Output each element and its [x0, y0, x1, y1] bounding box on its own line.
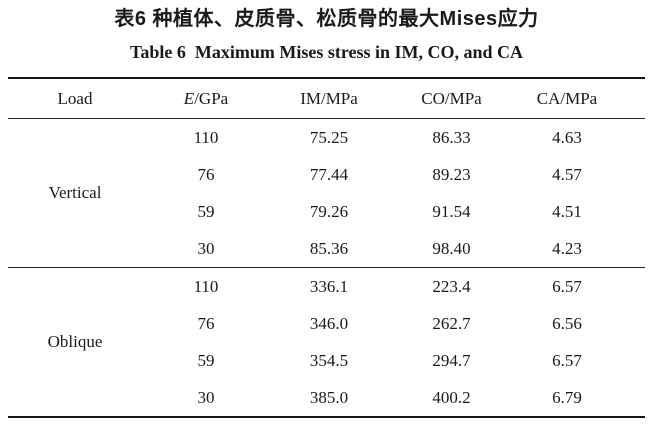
value-cell: 4.23: [552, 238, 582, 258]
load-group-label: Vertical: [48, 183, 102, 202]
table-row: 30 85.36 98.40 4.23: [8, 230, 645, 268]
table-row: Oblique 110 336.1 223.4 6.57: [8, 267, 645, 417]
table-row: 30 385.0 400.2 6.79: [8, 379, 645, 417]
value-cell: 400.2: [432, 387, 471, 407]
table-row: Vertical 110 75.25 86.33 4.63: [8, 119, 645, 203]
value-cell: 4.63: [552, 127, 582, 147]
value-cell: 59: [197, 201, 215, 221]
value-cell: 89.23: [432, 164, 471, 184]
load-group-label: Oblique: [8, 267, 142, 417]
value-cell: 223.4: [388, 267, 515, 305]
table-row: 59 79.26 91.54 4.51: [8, 193, 645, 230]
value-cell: 98.40: [432, 238, 471, 258]
table-caption-zh: 表6 种植体、皮质骨、松质骨的最大Mises应力: [114, 8, 539, 30]
value-cell: 110: [142, 267, 270, 305]
column-header-load: Load: [8, 78, 142, 119]
value-cell: 75.25: [309, 127, 349, 147]
value-cell: 76: [197, 164, 215, 184]
value-cell: 59: [197, 350, 215, 370]
table-header: Load E/GPa IM/MPa CO/MPa CA/MPa: [8, 78, 645, 119]
column-header-ca-mpa: CA/MPa: [515, 78, 645, 119]
column-header-im-mpa: IM/MPa: [270, 78, 388, 119]
value-cell: 30: [197, 387, 215, 407]
value-cell: 6.57: [515, 267, 645, 305]
table-body: Vertical 110 75.25 86.33 4.63 76 77.44 89.23 4.5…: [8, 119, 645, 417]
value-cell: 346.0: [309, 313, 349, 333]
value-cell: 30: [197, 238, 215, 258]
value-cell: 385.0: [309, 387, 349, 407]
value-cell: 294.7: [432, 350, 471, 370]
value-cell: 262.7: [432, 313, 471, 333]
header-row: Load E/GPa IM/MPa CO/MPa CA/MPa: [8, 78, 645, 119]
column-header-e-gpa: E/GPa: [142, 78, 270, 119]
value-cell: 6.56: [552, 313, 582, 333]
column-header-co-mpa: CO/MPa: [388, 78, 515, 119]
table-row: 76 77.44 89.23 4.57: [8, 156, 645, 193]
value-cell: 6.79: [552, 387, 582, 407]
value-cell: 76: [197, 313, 215, 333]
value-cell: 85.36: [309, 238, 349, 258]
table-caption-en: Table 6 Maximum Mises stress in IM, CO, …: [129, 42, 524, 62]
value-cell: 6.57: [552, 350, 582, 370]
value-cell: 336.1: [270, 267, 388, 305]
value-cell: 91.54: [432, 201, 471, 221]
value-cell: 79.26: [309, 201, 349, 221]
value-cell: 354.5: [309, 350, 349, 370]
value-cell: 4.57: [552, 164, 582, 184]
mises-stress-table: Load E/GPa IM/MPa CO/MPa CA/MPa Vertical 110 7…: [8, 77, 645, 418]
value-cell: 4.51: [552, 201, 582, 221]
table-row: 76 346.0 262.7 6.56: [8, 305, 645, 342]
value-cell: 110: [193, 127, 219, 147]
table-row: 59 354.5 294.7 6.57: [8, 342, 645, 379]
value-cell: 77.44: [309, 164, 349, 184]
value-cell: 86.33: [432, 127, 471, 147]
